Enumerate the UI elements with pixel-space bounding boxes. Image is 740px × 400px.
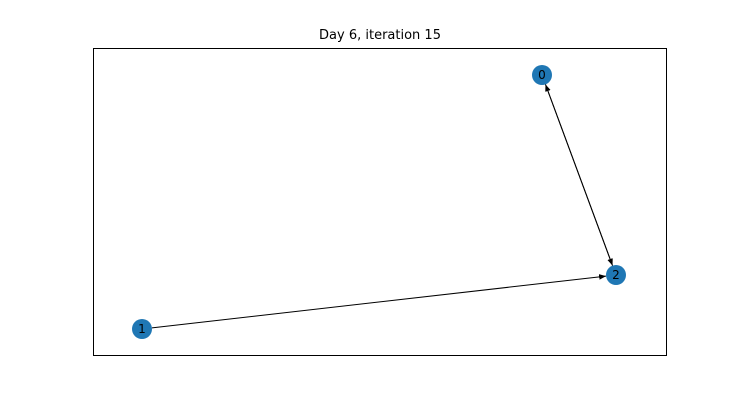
graph-node-0: 0: [532, 65, 552, 85]
plot-frame: [93, 48, 667, 356]
node-circle-2: [606, 265, 626, 285]
node-circle-1: [132, 319, 152, 339]
nodes-layer: 0 1 2: [132, 65, 626, 339]
edges-layer: [151, 84, 613, 329]
node-label-1: 1: [138, 322, 146, 336]
edge-2-to-0: [545, 84, 613, 266]
node-circle-0: [532, 65, 552, 85]
node-label-0: 0: [538, 68, 546, 82]
graph-node-1: 1: [132, 319, 152, 339]
plot-title: Day 6, iteration 15: [319, 28, 441, 43]
graph-node-2: 2: [606, 265, 626, 285]
edge-1-to-2: [151, 274, 607, 329]
node-label-2: 2: [612, 268, 620, 282]
